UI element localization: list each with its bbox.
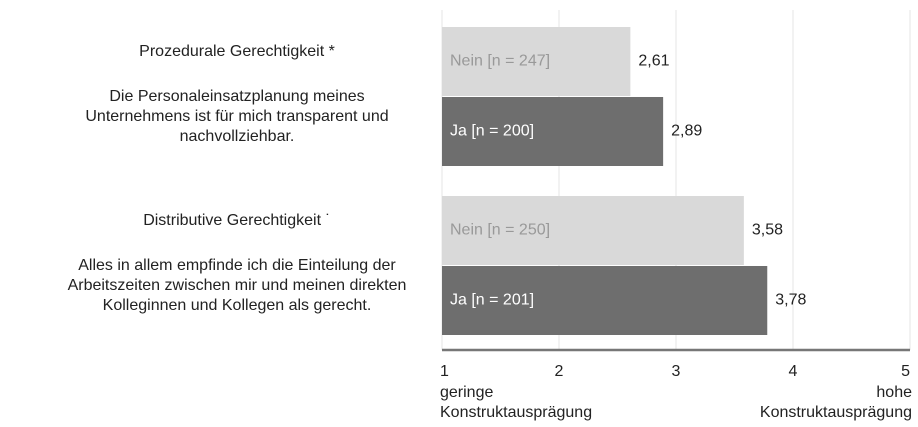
bar-label: Nein [n = 250] <box>450 222 550 239</box>
bar <box>442 27 631 96</box>
x-axis-label: geringe <box>440 384 493 401</box>
value-label: 2,89 <box>671 123 702 140</box>
bar <box>442 266 768 335</box>
category-title: Distributive Gerechtigkeit ˙ <box>143 212 331 229</box>
bar-label: Ja [n = 200] <box>450 123 534 140</box>
x-axis-label: Konstruktausprägung <box>760 404 912 421</box>
bar-label: Ja [n = 201] <box>450 292 534 309</box>
category-description: Die Personaleinsatzplanung meines <box>109 88 364 105</box>
category-description: Unternehmens ist für mich transparent un… <box>85 108 388 125</box>
value-label: 2,61 <box>638 53 669 70</box>
bar-label: Nein [n = 247] <box>450 53 550 70</box>
category-description: nachvollziehbar. <box>180 128 295 145</box>
category-description: Alles in allem empfinde ich die Einteilu… <box>78 257 396 274</box>
x-tick-label: 2 <box>555 363 564 380</box>
x-tick-label: 1 <box>440 363 449 380</box>
category-description: Arbeitszeiten zwischen mir und meinen di… <box>68 277 407 294</box>
bar <box>442 196 744 265</box>
x-tick-label: 4 <box>789 363 798 380</box>
x-tick-label: 3 <box>672 363 681 380</box>
value-label: 3,58 <box>752 222 783 239</box>
x-axis-label: Konstruktausprägung <box>440 404 592 421</box>
value-label: 3,78 <box>775 292 806 309</box>
category-title: Prozedurale Gerechtigkeit * <box>139 43 335 60</box>
category-description: Kolleginnen und Kollegen als gerecht. <box>103 297 372 314</box>
bar <box>442 97 664 166</box>
x-axis-label: hohe <box>876 384 912 401</box>
x-tick-label: 5 <box>901 363 910 380</box>
